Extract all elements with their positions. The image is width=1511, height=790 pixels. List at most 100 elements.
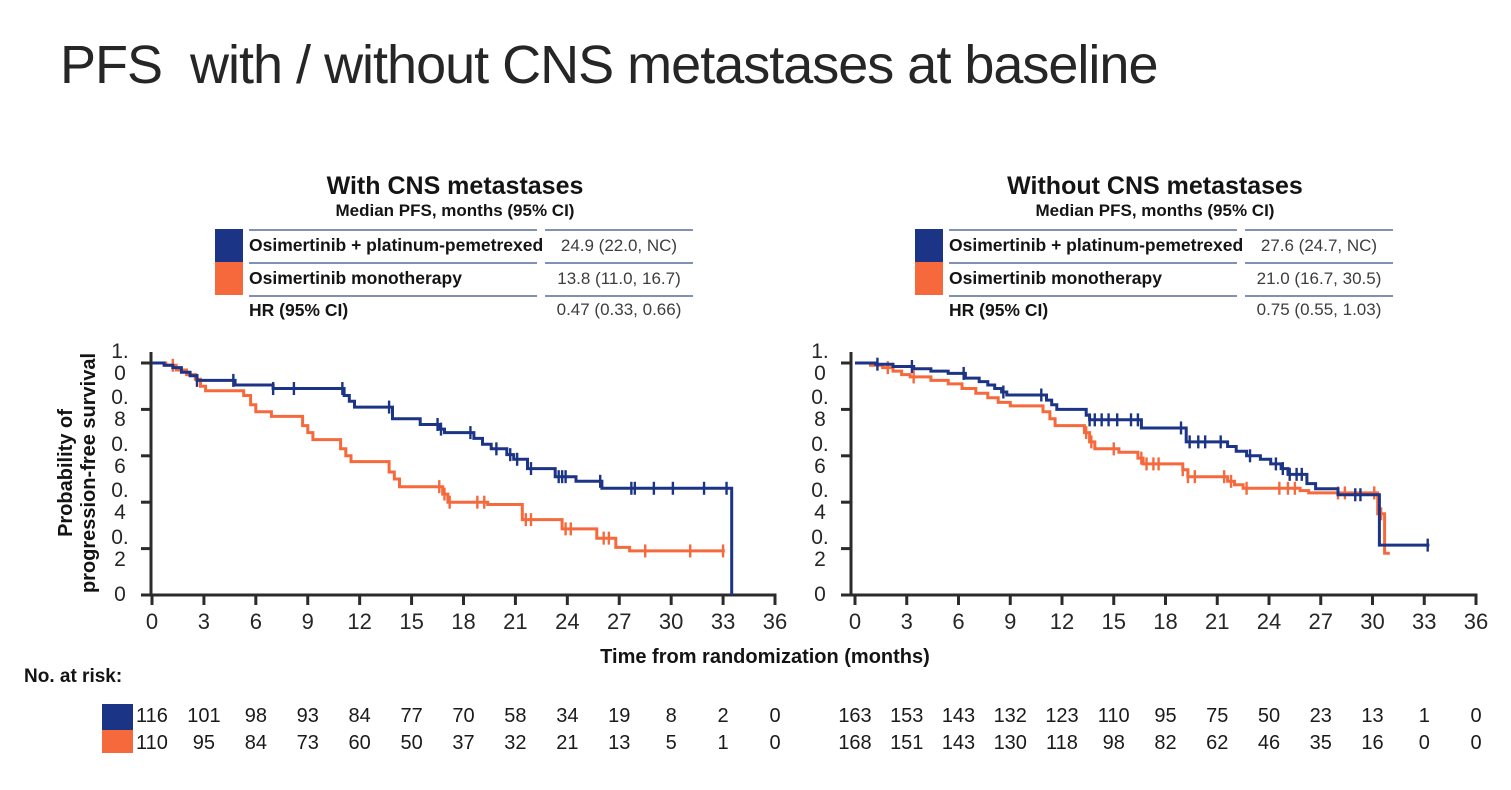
x-tick-label: 12 <box>347 609 372 634</box>
risk-count-combo: 1 <box>1418 705 1430 727</box>
legend-swatch-mono <box>915 262 943 295</box>
risk-count-mono: 168 <box>838 732 872 754</box>
risk-count-combo: 93 <box>296 705 319 727</box>
y-tick-label: 0. 8 <box>811 386 829 432</box>
panel-title-with-cns: With CNS metastases <box>326 172 584 200</box>
legend-swatch-mono <box>215 262 243 295</box>
y-axis-title-line1: Probability of <box>55 409 77 537</box>
risk-count-combo: 110 <box>1097 705 1130 727</box>
risk-count-combo: 2 <box>717 705 729 727</box>
y-tick-label: 0. 4 <box>111 479 129 525</box>
table-line <box>949 295 1237 297</box>
x-tick-label: 9 <box>301 609 314 634</box>
risk-count-combo: 153 <box>890 705 924 727</box>
km-curve-mono <box>855 361 1390 555</box>
risk-count-mono: 37 <box>452 732 475 754</box>
km-chart-with-cns <box>141 352 777 605</box>
hr-value: 0.47 (0.33, 0.66) <box>556 300 682 319</box>
risk-count-mono: 35 <box>1309 732 1332 754</box>
arm-label-mono: Osimertinib monotherapy <box>949 268 1162 288</box>
arm-label-combo: Osimertinib + platinum-pemetrexed <box>949 235 1244 255</box>
risk-count-combo: 84 <box>348 705 371 727</box>
risk-count-combo: 95 <box>1154 705 1177 727</box>
table-line <box>545 229 693 231</box>
legend-swatch-combo <box>215 229 243 262</box>
risk-count-combo: 98 <box>244 705 267 727</box>
risk-count-combo: 77 <box>400 705 423 727</box>
axis <box>849 352 1478 597</box>
x-tick-label: 33 <box>1412 609 1437 634</box>
risk-count-mono: 13 <box>608 732 631 754</box>
risk-count-combo: 34 <box>556 705 579 727</box>
arm-median-mono: 13.8 (11.0, 16.7) <box>557 269 681 288</box>
no-at-risk-label: No. at risk: <box>24 666 123 687</box>
risk-count-combo: 70 <box>452 705 475 727</box>
risk-count-mono: 98 <box>1102 732 1125 754</box>
table-line <box>1245 262 1393 264</box>
hr-value: 0.75 (0.55, 1.03) <box>1256 300 1382 319</box>
axis <box>149 352 777 597</box>
x-tick-label: 0 <box>848 609 862 634</box>
km-curve-mono <box>152 361 725 553</box>
risk-count-combo: 13 <box>1361 705 1384 727</box>
y-tick-label: 0 <box>114 583 126 606</box>
table-line <box>249 262 537 264</box>
risk-count-mono: 82 <box>1154 732 1177 754</box>
y-tick-label: 1. 0 <box>111 340 129 385</box>
risk-count-mono: 118 <box>1046 732 1078 754</box>
risk-count-combo: 116 <box>136 705 168 727</box>
y-tick-label: 0 <box>814 583 826 606</box>
x-tick-label: 24 <box>555 609 580 634</box>
risk-count-mono: 110 <box>136 732 168 754</box>
y-tick-label: 1. 0 <box>811 340 829 385</box>
arm-median-combo: 24.9 (22.0, NC) <box>560 236 678 255</box>
risk-count-mono: 16 <box>1361 732 1384 754</box>
risk-count-mono: 46 <box>1257 732 1281 754</box>
risk-count-mono: 50 <box>400 732 423 754</box>
x-tick-label: 18 <box>451 609 476 634</box>
x-tick-label: 0 <box>145 609 159 634</box>
table-line <box>1245 295 1393 297</box>
panel-subtitle-with-cns: Median PFS, months (95% CI) <box>335 201 575 220</box>
risk-count-combo: 23 <box>1309 705 1332 727</box>
hr-label: HR (95% CI) <box>249 300 349 320</box>
risk-count-mono: 84 <box>244 732 267 754</box>
risk-count-mono: 21 <box>556 732 579 754</box>
table-line <box>545 262 693 264</box>
risk-count-mono: 95 <box>192 732 216 754</box>
stats-table-with-cns: Osimertinib + platinum-pemetrexed 24.9 (… <box>215 229 693 329</box>
risk-count-mono: 0 <box>1418 732 1430 754</box>
risk-count-mono: 130 <box>993 732 1027 754</box>
arm-label-combo: Osimertinib + platinum-pemetrexed <box>249 235 544 255</box>
risk-count-combo: 0 <box>769 705 781 727</box>
table-line <box>249 295 537 297</box>
risk-count-combo: 0 <box>1470 705 1482 727</box>
y-tick-label: 0. 4 <box>811 479 829 525</box>
table-line <box>1245 229 1393 231</box>
risk-count-combo: 75 <box>1206 705 1229 727</box>
km-curve-combo <box>855 361 1430 547</box>
risk-count-combo: 8 <box>665 705 677 727</box>
arm-median-mono: 21.0 (16.7, 30.5) <box>1256 269 1382 288</box>
x-tick-label: 30 <box>658 609 684 634</box>
x-tick-label: 30 <box>1360 609 1385 634</box>
risk-count-combo: 58 <box>504 705 527 727</box>
risk-count-combo: 101 <box>187 705 221 727</box>
y-tick-label: 0. 2 <box>111 525 129 571</box>
risk-count-combo: 163 <box>838 705 872 727</box>
legend-swatch-combo <box>915 229 943 262</box>
x-tick-label: 21 <box>503 609 528 634</box>
risk-count-mono: 151 <box>890 732 924 754</box>
risk-count-combo: 143 <box>941 705 976 727</box>
risk-count-mono: 0 <box>1470 732 1482 754</box>
risk-count-mono: 0 <box>769 732 781 754</box>
risk-count-mono: 1 <box>717 732 729 754</box>
x-tick-label: 24 <box>1256 609 1282 634</box>
panel-title-without-cns: Without CNS metastases <box>1007 172 1303 200</box>
x-tick-label: 6 <box>952 609 965 634</box>
risk-swatch-mono <box>102 730 133 753</box>
x-tick-label: 36 <box>762 609 788 634</box>
risk-swatch-combo <box>102 704 133 730</box>
panel-subtitle-without-cns: Median PFS, months (95% CI) <box>1035 201 1275 220</box>
